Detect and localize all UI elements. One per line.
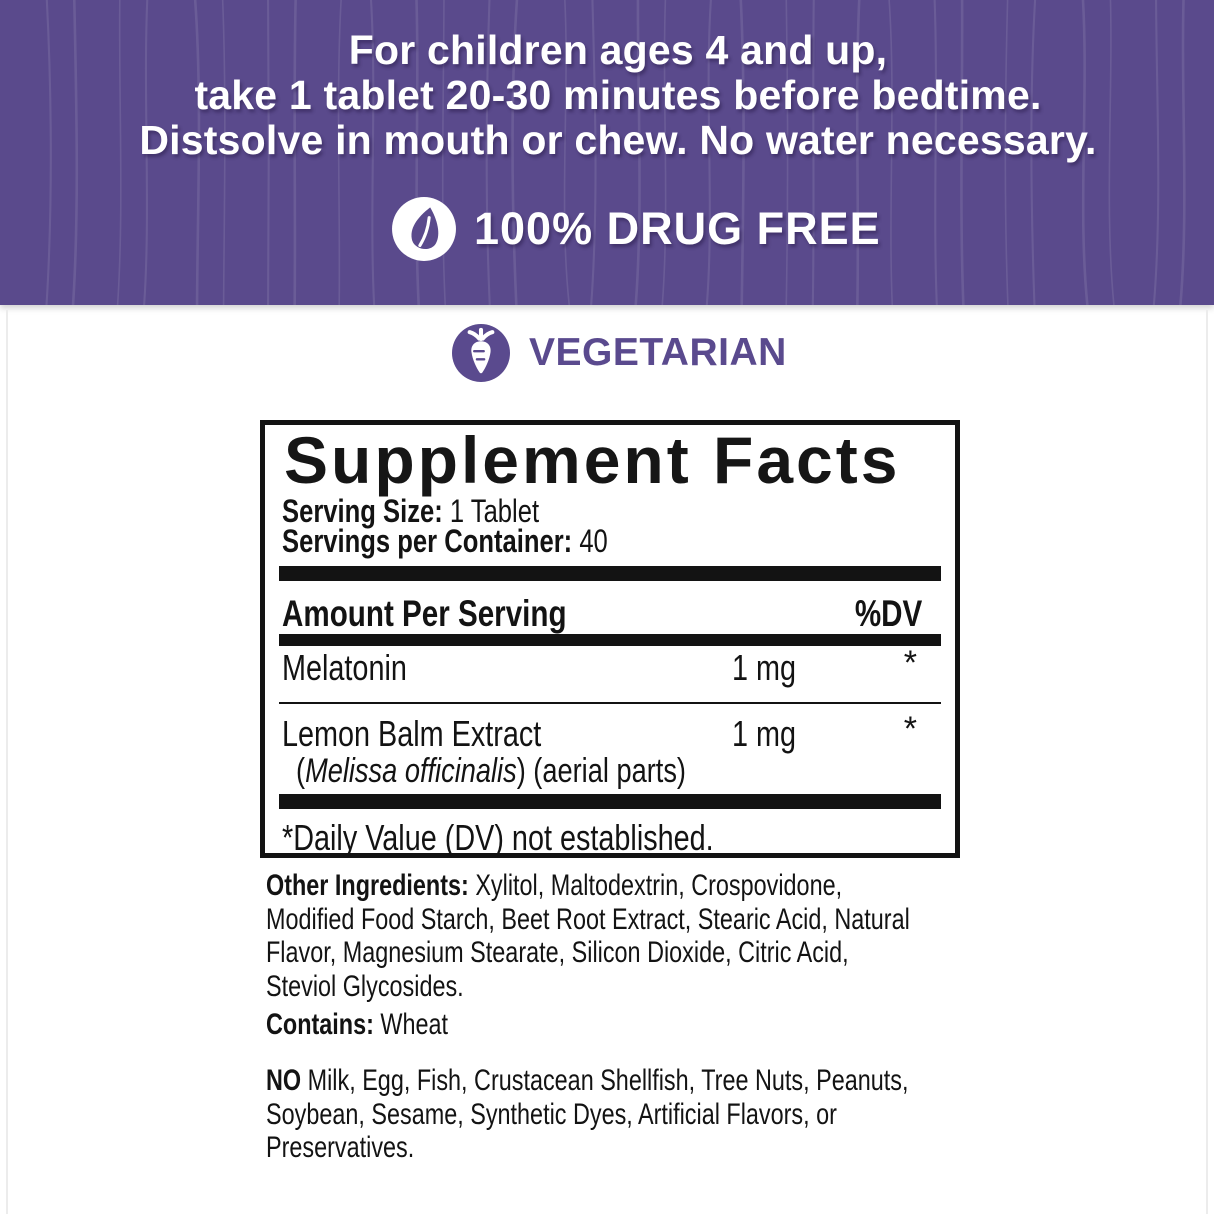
drug-free-badge: 100% DRUG FREE bbox=[391, 196, 881, 262]
serving-size-label: Serving Size: bbox=[282, 493, 443, 529]
other-ingredients-text: Xylitol, Maltodextrin, Crospovidone, Mod… bbox=[266, 869, 910, 1003]
lemon-balm-dv-asterisk: * bbox=[903, 710, 917, 748]
usage-directions-banner: For children ages 4 and up, take 1 table… bbox=[0, 0, 1214, 305]
divider-bar-thick-bottom bbox=[279, 794, 941, 809]
contains-line: Contains: Wheat bbox=[266, 1008, 448, 1042]
divider-hairline bbox=[279, 702, 941, 704]
leaf-icon-svg bbox=[392, 197, 456, 261]
directions-line-1: For children ages 4 and up, bbox=[348, 27, 888, 73]
supplement-facts-title: Supplement Facts bbox=[284, 423, 901, 497]
package-edge-right bbox=[1206, 310, 1208, 1214]
ingredient-row-melatonin: Melatonin bbox=[282, 647, 407, 688]
drug-free-label: 100% DRUG FREE bbox=[474, 203, 881, 254]
contains-text: Wheat bbox=[373, 1008, 449, 1041]
servings-per-container-value: 40 bbox=[572, 523, 608, 559]
package-edge-left bbox=[6, 310, 8, 1214]
directions-line-3: Distsolve in mouth or chew. No water nec… bbox=[139, 117, 1097, 163]
wave-texture bbox=[45, 0, 1186, 305]
allergen-free-paragraph: NO Milk, Egg, Fish, Crustacean Shellfish… bbox=[266, 1064, 908, 1165]
carrot-icon-svg bbox=[452, 324, 510, 382]
divider-bar-medium bbox=[279, 634, 941, 646]
directions-line-2: take 1 tablet 20-30 minutes before bedti… bbox=[194, 72, 1042, 118]
vegetarian-badge: VEGETARIAN bbox=[452, 324, 787, 382]
directions-text: For children ages 4 and up, take 1 table… bbox=[0, 28, 1214, 163]
ingredient-row-lemon-balm: Lemon Balm Extract bbox=[282, 713, 542, 754]
allergen-free-text: Milk, Egg, Fish, Crustacean Shellfish, T… bbox=[266, 1064, 909, 1164]
supplement-facts-panel: Supplement Facts Serving Size: 1 Tablet … bbox=[260, 420, 960, 858]
melatonin-amount: 1 mg bbox=[732, 647, 797, 688]
lemon-balm-amount: 1 mg bbox=[732, 713, 797, 754]
leaf-icon bbox=[391, 196, 457, 262]
amount-per-serving-header: Amount Per Serving bbox=[282, 593, 567, 634]
servings-per-container-line: Servings per Container: 40 bbox=[282, 524, 689, 558]
serving-size-line: Serving Size: 1 Tablet bbox=[282, 494, 603, 528]
carrot-icon bbox=[452, 324, 510, 382]
other-ingredients-label: Other Ingredients: bbox=[266, 869, 469, 902]
allergen-free-label: NO bbox=[266, 1064, 302, 1097]
serving-size-value: 1 Tablet bbox=[442, 493, 540, 529]
other-ingredients-paragraph: Other Ingredients: Xylitol, Maltodextrin… bbox=[266, 869, 910, 1003]
contains-label: Contains: bbox=[266, 1008, 374, 1041]
daily-value-footnote: *Daily Value (DV) not established. bbox=[282, 817, 714, 858]
species-name: Melissa officinalis bbox=[305, 752, 517, 790]
divider-bar-thick bbox=[279, 566, 941, 581]
servings-per-container-label: Servings per Container: bbox=[282, 523, 573, 559]
melatonin-dv-asterisk: * bbox=[903, 644, 917, 682]
lemon-balm-species-line: (Melissa officinalis) (aerial parts) bbox=[296, 752, 686, 790]
vegetarian-label: VEGETARIAN bbox=[529, 331, 787, 374]
percent-dv-header: %DV bbox=[854, 593, 922, 634]
